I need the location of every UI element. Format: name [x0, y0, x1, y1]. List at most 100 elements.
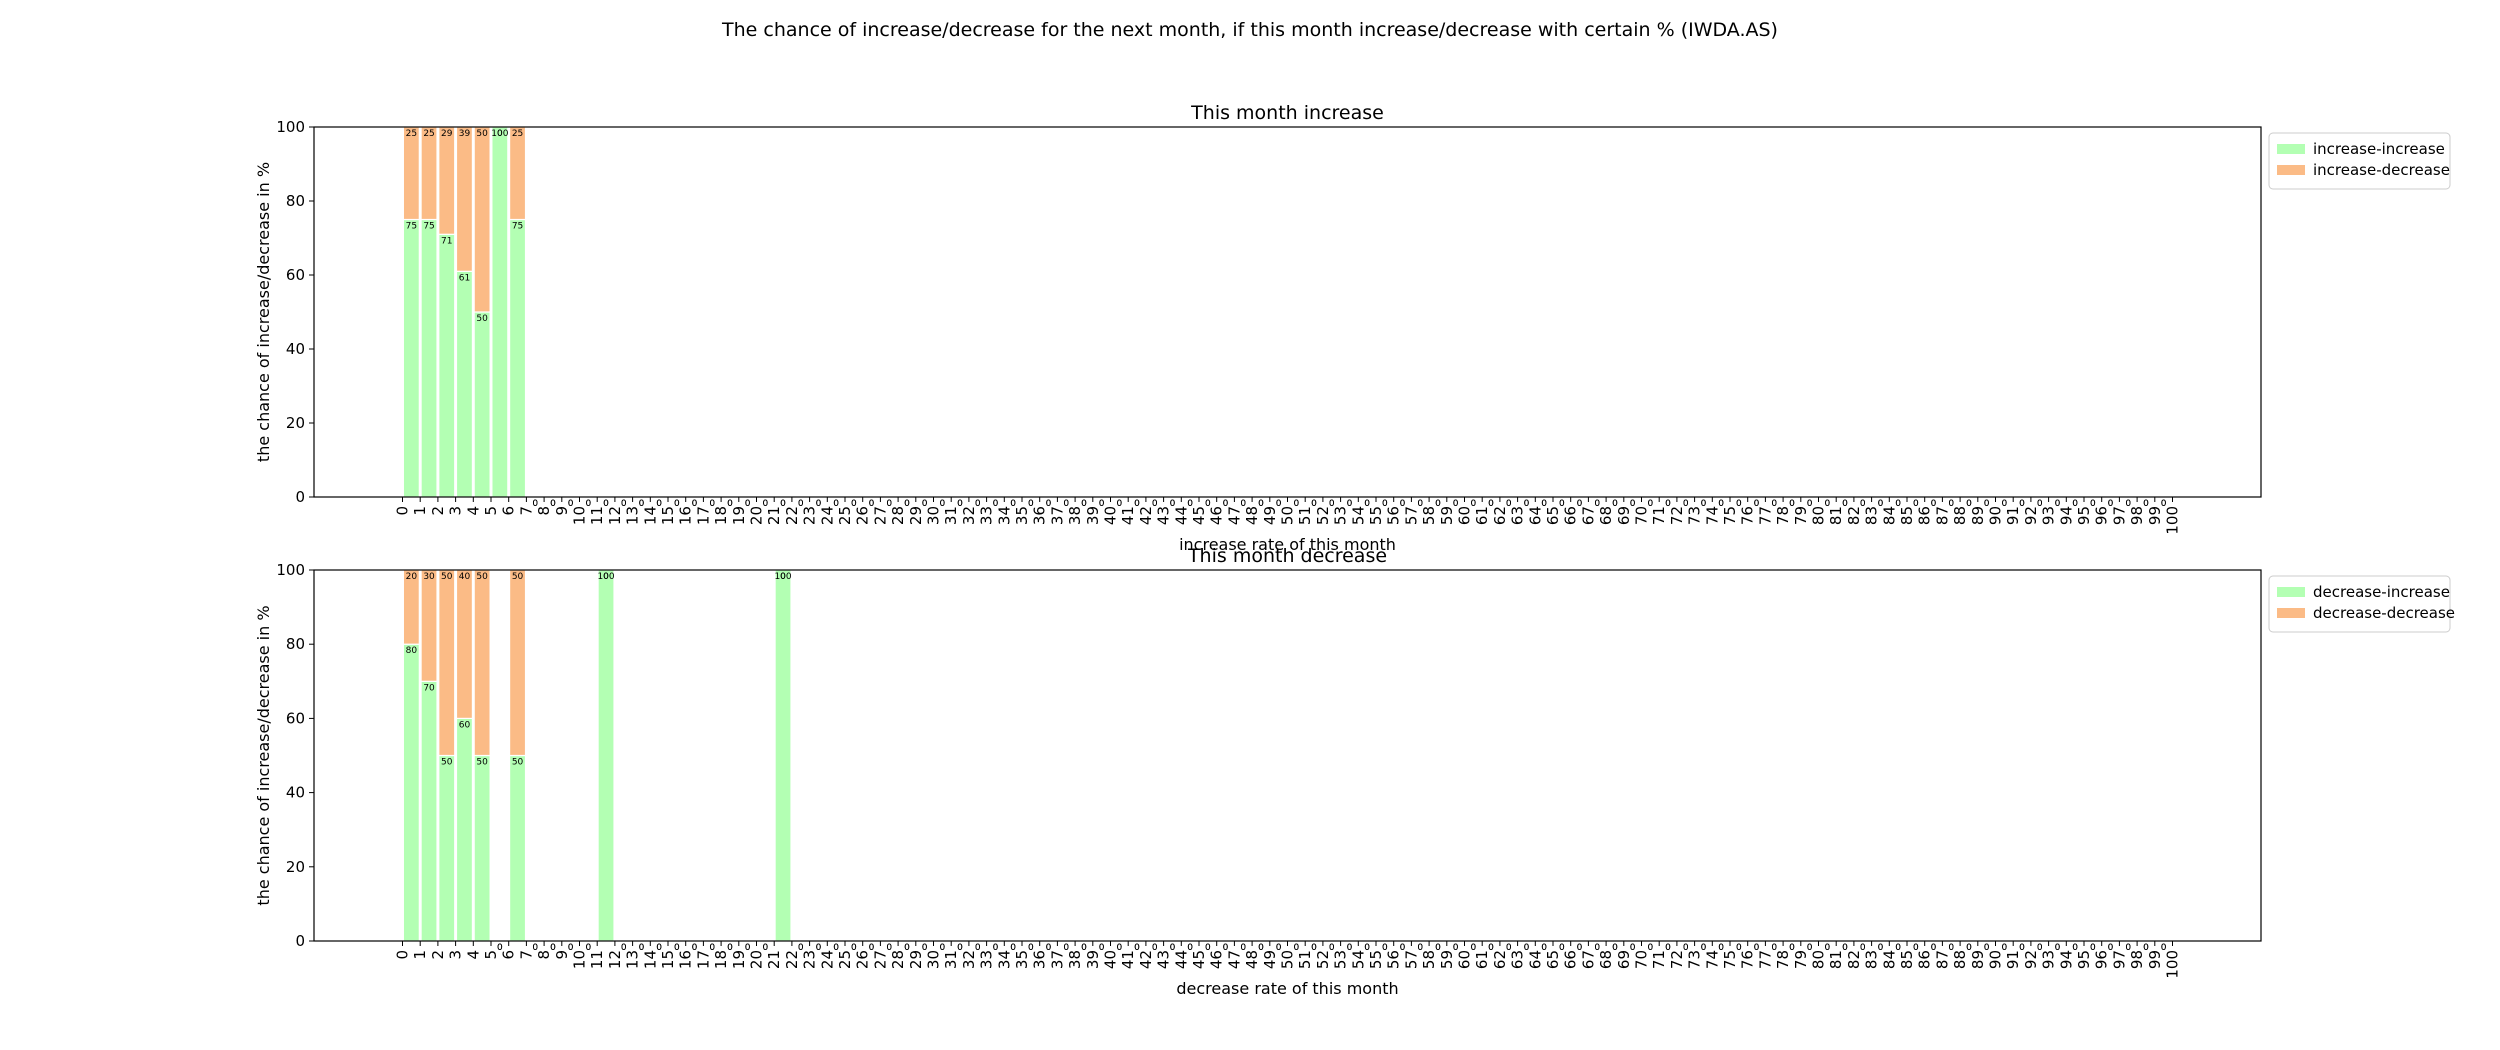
- x-tick-label: 25: [836, 506, 854, 525]
- value-label: 0: [568, 943, 574, 953]
- value-label: 0: [1081, 499, 1087, 509]
- value-label: 0: [1665, 943, 1671, 953]
- value-label: 0: [816, 499, 822, 509]
- value-label: 0: [1081, 943, 1087, 953]
- value-label: 0: [1630, 943, 1636, 953]
- value-label: 0: [922, 499, 928, 509]
- legend-swatch: [2277, 608, 2305, 618]
- x-tick-label: 13: [624, 506, 642, 525]
- value-label: 0: [497, 943, 503, 953]
- value-label: 0: [1966, 499, 1972, 509]
- x-tick-label: 6: [500, 506, 518, 516]
- x-tick-label: 74: [1703, 950, 1721, 969]
- value-label: 0: [2161, 943, 2167, 953]
- x-tick-label: 11: [588, 950, 606, 969]
- value-label: 0: [1028, 499, 1034, 509]
- value-label: 0: [1612, 943, 1618, 953]
- x-tick-label: 49: [1261, 950, 1279, 969]
- value-label: 0: [1541, 499, 1547, 509]
- x-tick-label: 47: [1225, 506, 1243, 525]
- x-tick-label: 6: [500, 950, 518, 960]
- value-label: 0: [1435, 499, 1441, 509]
- value-label: 0: [2037, 943, 2043, 953]
- bar-segment: [420, 680, 438, 942]
- value-label: 0: [550, 499, 556, 509]
- value-label: 0: [939, 499, 945, 509]
- value-label: 0: [1276, 499, 1282, 509]
- value-label: 50: [441, 758, 453, 768]
- value-label: 0: [1382, 499, 1388, 509]
- value-label: 0: [780, 499, 786, 509]
- value-label: 0: [1612, 499, 1618, 509]
- bar-segment: [402, 218, 420, 498]
- value-label: 0: [2019, 943, 2025, 953]
- x-tick-label: 24: [818, 506, 836, 525]
- value-label: 0: [939, 943, 945, 953]
- value-label: 0: [780, 572, 786, 582]
- value-label: 25: [406, 129, 417, 139]
- value-label: 0: [1895, 943, 1901, 953]
- x-tick-label: 35: [1013, 506, 1031, 525]
- value-label: 0: [727, 943, 733, 953]
- x-tick-label: 15: [659, 506, 677, 525]
- value-label: 0: [1311, 499, 1317, 509]
- x-tick-label: 57: [1402, 950, 1420, 969]
- x-tick-label: 19: [730, 950, 748, 969]
- value-label: 0: [1170, 943, 1176, 953]
- x-tick-label: 69: [1615, 506, 1633, 525]
- x-tick-label: 18: [712, 506, 730, 525]
- value-label: 0: [709, 499, 715, 509]
- x-tick-label: 87: [1933, 950, 1951, 969]
- value-label: 60: [459, 720, 471, 730]
- value-label: 0: [869, 499, 875, 509]
- value-label: 0: [1860, 943, 1866, 953]
- x-tick-label: 47: [1225, 950, 1243, 969]
- value-label: 0: [1134, 943, 1140, 953]
- value-label: 0: [904, 943, 910, 953]
- value-label: 0: [1329, 943, 1335, 953]
- value-label: 0: [1488, 943, 1494, 953]
- value-label: 0: [585, 499, 591, 509]
- value-label: 0: [1931, 499, 1937, 509]
- value-label: 0: [886, 943, 892, 953]
- value-label: 0: [1736, 943, 1742, 953]
- value-label: 0: [1063, 499, 1069, 509]
- x-tick-label: 61: [1473, 950, 1491, 969]
- y-tick-label: 80: [286, 635, 305, 653]
- value-label: 0: [1347, 499, 1353, 509]
- value-label: 0: [1913, 499, 1919, 509]
- x-tick-label: 5: [482, 950, 500, 960]
- value-label: 0: [1240, 943, 1246, 953]
- value-label: 0: [1842, 499, 1848, 509]
- x-tick-label: 38: [1066, 506, 1084, 525]
- value-label: 0: [532, 499, 538, 509]
- x-tick-label: 54: [1349, 950, 1367, 969]
- value-label: 0: [1329, 499, 1335, 509]
- value-label: 0: [1081, 943, 1087, 953]
- x-tick-label: 71: [1650, 506, 1668, 525]
- value-label: 0: [1647, 499, 1653, 509]
- value-label: 0: [2090, 499, 2096, 509]
- value-label: 0: [1931, 943, 1937, 953]
- value-label: 0: [1913, 943, 1919, 953]
- value-label: 0: [1170, 499, 1176, 509]
- value-label: 0: [1524, 499, 1530, 509]
- value-label: 0: [2108, 943, 2114, 953]
- value-label: 0: [798, 943, 804, 953]
- bar-segment: [438, 754, 456, 942]
- value-label: 0: [1311, 499, 1317, 509]
- bar-segment: [508, 569, 527, 757]
- value-label: 0: [1824, 499, 1830, 509]
- value-label: 50: [476, 314, 488, 324]
- value-label: 0: [1878, 499, 1884, 509]
- axes-frame: [313, 126, 2262, 498]
- value-label: 50: [512, 758, 524, 768]
- value-label: 0: [1453, 499, 1459, 509]
- value-label: 0: [1400, 943, 1406, 953]
- x-tick-label: 86: [1916, 506, 1934, 525]
- x-tick-label: 19: [730, 506, 748, 525]
- x-tick-label: 63: [1509, 950, 1527, 969]
- x-tick-label: 83: [1863, 950, 1881, 969]
- value-label: 0: [1364, 499, 1370, 509]
